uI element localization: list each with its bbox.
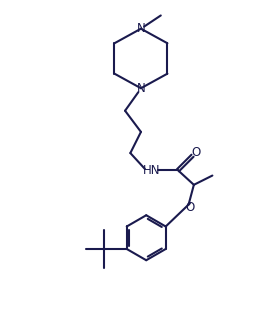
Text: O: O: [191, 146, 201, 159]
Text: N: N: [136, 22, 145, 35]
Text: O: O: [185, 201, 194, 214]
Text: N: N: [136, 82, 145, 95]
Text: HN: HN: [143, 164, 160, 177]
